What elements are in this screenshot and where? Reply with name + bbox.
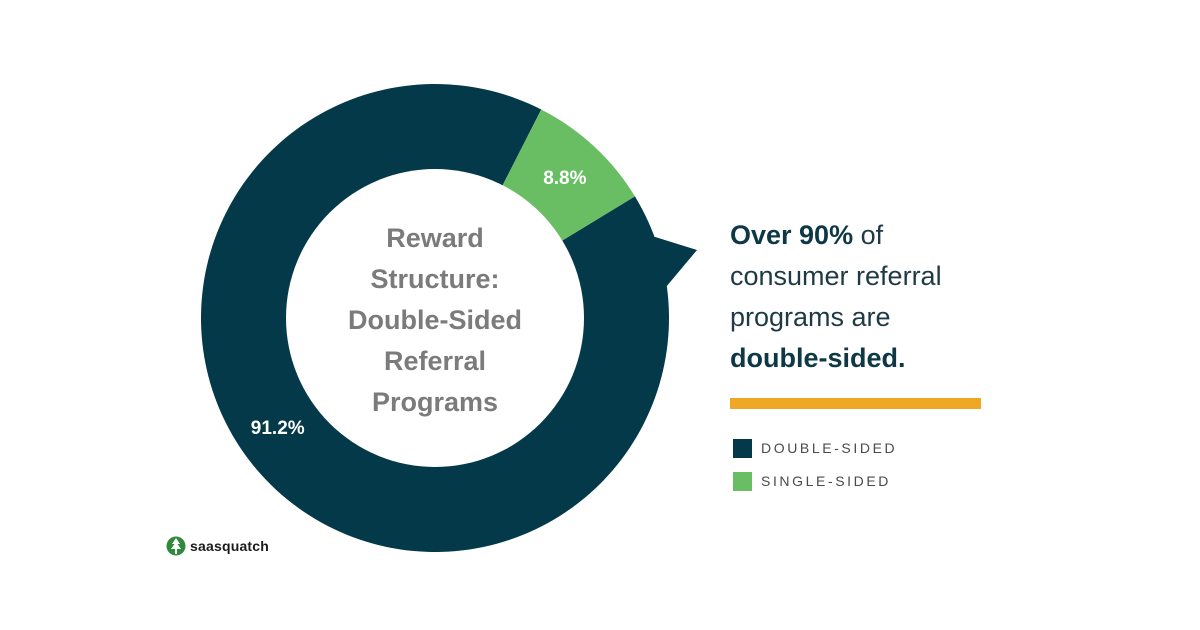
headline-line-4: double-sided. [730, 343, 906, 373]
logo: saasquatch [166, 535, 269, 557]
callout-pointer [652, 236, 697, 287]
chart-title-line: Programs [371, 387, 499, 417]
headline-highlight: Over 90% [730, 220, 854, 250]
chart-title-line: Double-Sided [348, 305, 522, 335]
logo-text: saasquatch [190, 538, 270, 554]
data-label-single-sided: 8.8% [543, 168, 586, 189]
chart-title: Reward Structure: Double-Sided Referral … [315, 218, 555, 423]
legend-label: DOUBLE-SIDED [761, 440, 898, 456]
accent-bar [730, 398, 981, 409]
legend-item-double-sided: DOUBLE-SIDED [733, 437, 897, 459]
chart-title-line: Reward [386, 223, 484, 253]
legend-item-single-sided: SINGLE-SIDED [733, 470, 897, 492]
headline-line-1: Over 90% of [730, 215, 1030, 256]
donut-hole [286, 169, 584, 467]
tree-icon [166, 536, 186, 556]
headline-line-3: programs are [730, 302, 891, 332]
legend-swatch-double-sided [733, 438, 752, 458]
legend: DOUBLE-SIDED SINGLE-SIDED [733, 437, 897, 503]
headline-text: of [853, 220, 884, 250]
headline: Over 90% of consumer referral programs a… [730, 215, 1030, 379]
chart-title-line: Referral [383, 346, 487, 376]
data-label-double-sided: 91.2% [251, 418, 305, 439]
chart-title-line: Structure: [370, 264, 500, 294]
legend-label: SINGLE-SIDED [761, 473, 891, 489]
legend-swatch-single-sided [733, 471, 752, 491]
headline-line-2: consumer referral [730, 261, 942, 291]
